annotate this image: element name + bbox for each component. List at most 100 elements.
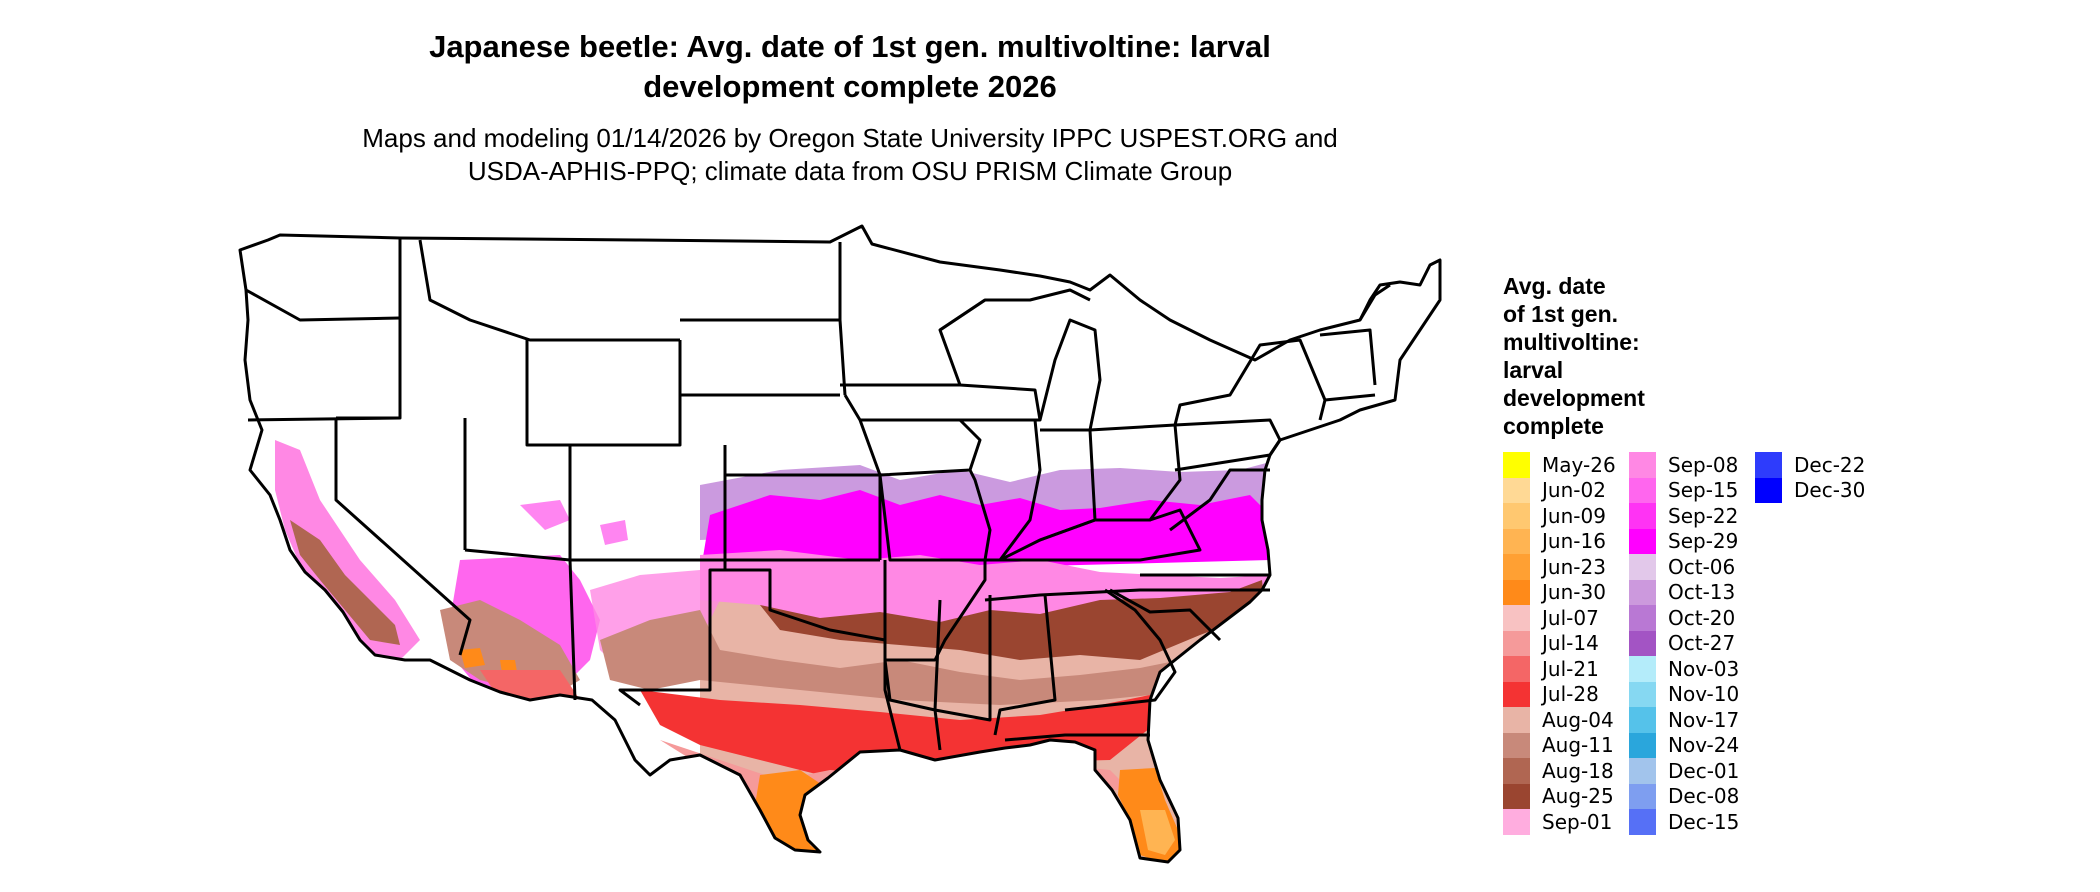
legend-item: Nov-10 [1629,681,1740,707]
map-subtitle-line-2: USDA-APHIS-PPQ; climate data from OSU PR… [467,156,1233,186]
legend-item: Aug-11 [1503,732,1616,758]
legend-label: Jul-14 [1542,631,1599,656]
legend-swatch [1629,809,1656,835]
legend-item: Nov-03 [1629,656,1739,682]
legend-title-line: development [1503,385,1645,411]
legend-label: Nov-24 [1668,733,1740,758]
ut-co-border [568,445,727,562]
legend-swatch [1503,681,1530,707]
map-title-line-1: Japanese beetle: Avg. date of 1st gen. m… [429,29,1271,64]
legend-column-1: May-26 Jun-02 Jun-09 Jun-16 Jun-23 Jun-30 Jul-… [1503,452,1616,835]
ia-border [860,418,982,477]
legend-label: Nov-10 [1668,682,1740,707]
pa-border [1174,418,1282,472]
legend-label: May-26 [1542,452,1616,477]
legend-label: Sep-22 [1668,503,1739,528]
legend-item: Aug-25 [1503,783,1616,809]
ca-nv-border [334,420,472,656]
legend-swatch [1629,452,1656,478]
legend-swatch [1503,528,1530,554]
utah-pink-spots [520,500,628,545]
ne-east-border [843,394,882,560]
legend-swatch [1629,579,1656,605]
legend-item: Nov-24 [1629,732,1740,758]
legend-label: Dec-30 [1794,478,1866,503]
legend-item: Jun-30 [1503,579,1616,605]
may-26-keys-zone [1120,870,1175,880]
legend-label: Sep-01 [1542,809,1613,834]
california-brown-zone [290,520,400,645]
legend-item: Jun-23 [1503,554,1616,580]
sep-29-zone [700,490,1270,575]
legend-label: Dec-01 [1668,758,1740,783]
conus-outline [238,224,1442,864]
la-border [883,659,942,751]
legend-title-line: larval [1503,357,1564,383]
legend-swatch [1629,783,1656,809]
legend-item: Sep-01 [1503,809,1616,835]
legend-label: Oct-20 [1668,605,1736,630]
ga-border [1064,588,1177,712]
legend-label: Aug-25 [1542,784,1614,809]
legend-swatch [1629,477,1656,503]
legend-label: Aug-18 [1542,758,1614,783]
mi-upper-border [939,288,1091,332]
legend-item: Sep-29 [1629,528,1739,554]
legend-swatch [1755,477,1782,503]
aug-11-zone [660,640,1200,705]
legend-label: Dec-08 [1668,784,1740,809]
arizona-orange-spots [460,648,517,673]
legend-item: Aug-04 [1503,707,1616,733]
al-border [993,594,1057,736]
legend-swatch [1503,732,1530,758]
legend-item: Dec-15 [1629,809,1739,835]
legend-swatch [1503,554,1530,580]
legend-swatch [1629,707,1656,733]
legend-swatch [1629,630,1656,656]
legend-item: Sep-22 [1629,503,1739,529]
legend-swatch [1503,452,1530,478]
new-england-border [1319,328,1377,402]
legend-item: Oct-20 [1629,605,1739,631]
legend-label: Jul-21 [1542,656,1599,681]
legend-label: Oct-27 [1668,631,1736,656]
wa-or-border [245,288,401,322]
ar-border [883,560,987,662]
mo-border [878,469,992,562]
legend-swatch [1503,656,1530,682]
sc-border [1109,588,1222,642]
legend-swatch [1629,732,1656,758]
legend-swatch [1755,452,1782,478]
legend-label: Oct-06 [1668,554,1736,579]
legend-title-line: Avg. date [1503,273,1606,299]
ky-border [995,508,1202,562]
legend-item: Jul-07 [1503,605,1616,631]
legend-item: Jul-14 [1503,630,1616,656]
legend-title: Avg. date of 1st gen. multivoltine: larv… [1503,272,1683,440]
legend-label: Aug-04 [1542,707,1614,732]
legend-label: Dec-22 [1794,452,1866,477]
legend-swatch [1629,503,1656,529]
legend-swatch [1503,630,1530,656]
wy-border [525,340,682,447]
west-texas-brown-zone [600,610,720,690]
legend-item: Sep-08 [1629,452,1739,478]
or-south-border [247,416,401,422]
legend-item: Dec-22 [1755,452,1865,478]
az-nm-border [568,559,577,701]
dakota-east-border [838,242,847,396]
legend-label: Jun-23 [1542,554,1606,579]
legend-item: Jun-02 [1503,477,1616,503]
legend-item: Jul-21 [1503,656,1616,682]
legend-label: Jul-07 [1542,605,1599,630]
legend-label: Jun-16 [1542,529,1606,554]
legend-item: Oct-27 [1629,630,1739,656]
legend-item: Oct-06 [1629,554,1739,580]
legend-column-2: Sep-08 Sep-15 Sep-22 Sep-29 Oct-06 Oct-13 Oct-… [1629,452,1739,835]
legend-swatch [1503,783,1530,809]
tn-border [984,588,1270,602]
mt-south-border [418,239,680,342]
nm-tx-border [618,560,727,707]
gdd-raster-layer [240,226,1440,880]
